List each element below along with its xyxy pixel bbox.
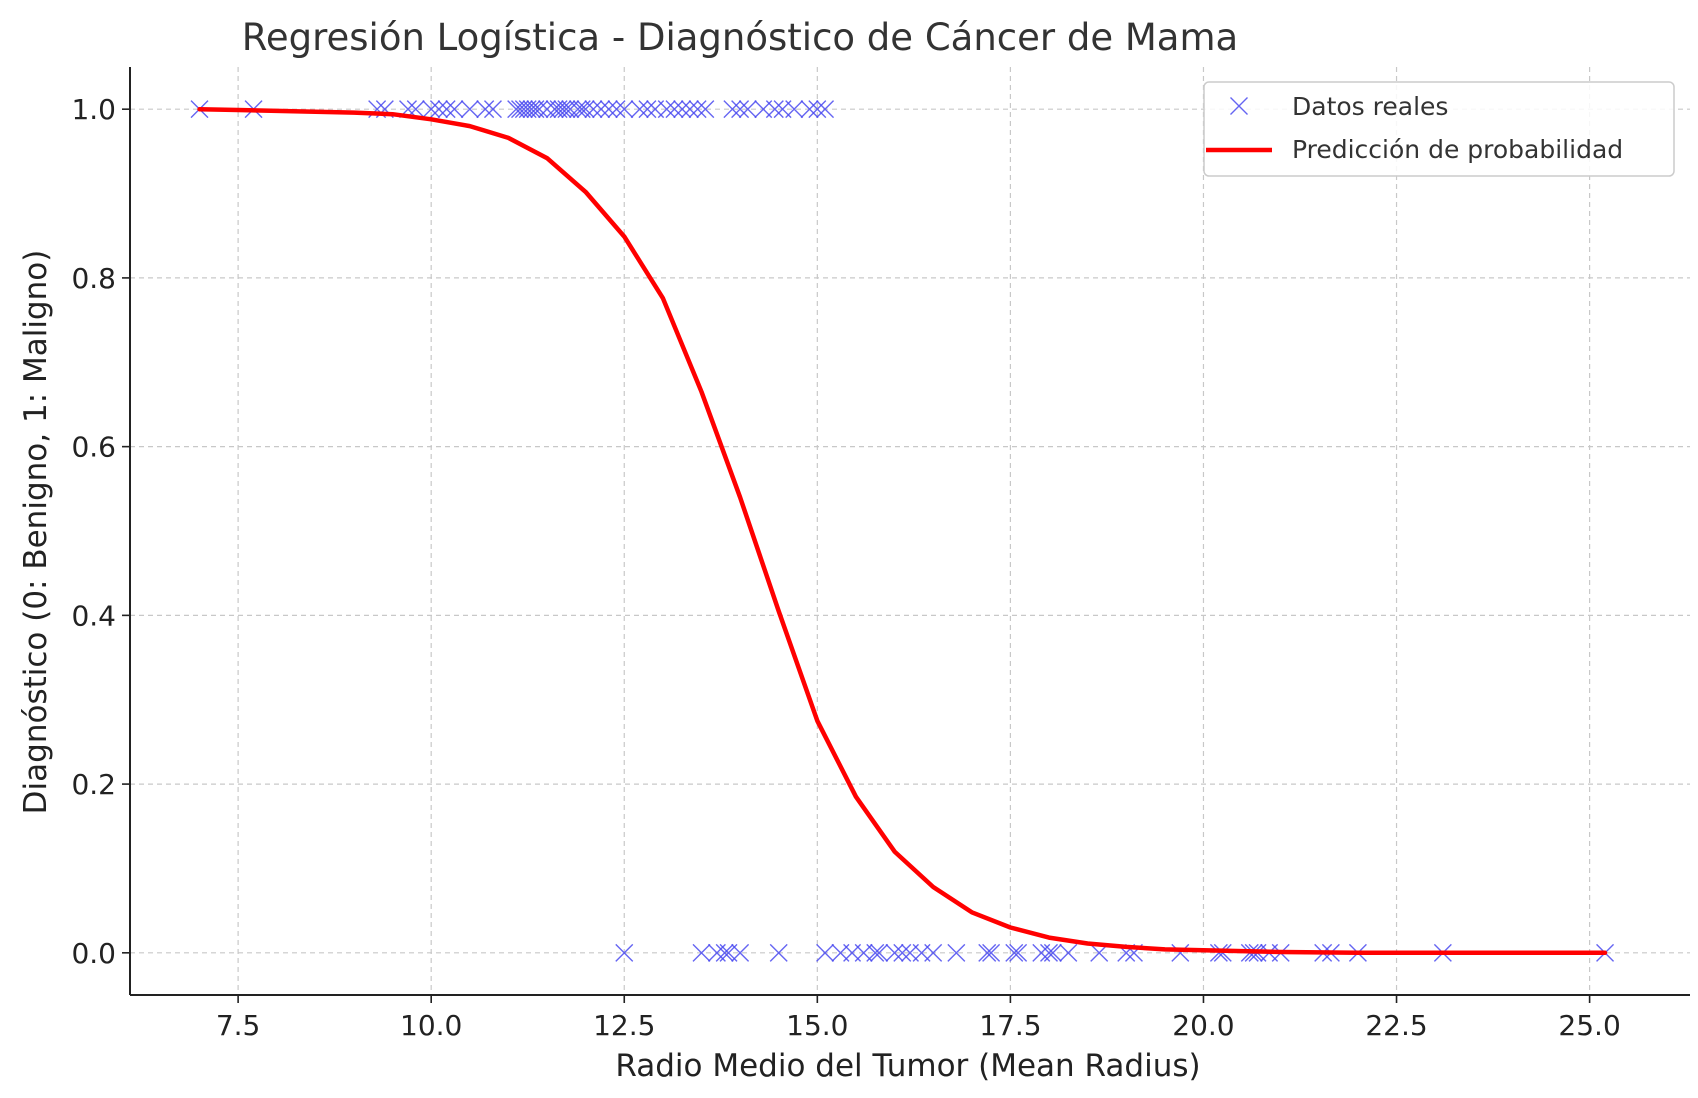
y-tick-label: 0.0	[71, 937, 116, 970]
data-point	[599, 100, 618, 119]
x-tick-label: 20.0	[1172, 1009, 1234, 1042]
legend: Datos reales Predicción de probabilidad	[1203, 81, 1675, 177]
data-point	[885, 943, 904, 962]
data-point	[607, 100, 626, 119]
x-tick-label: 15.0	[786, 1009, 848, 1042]
data-point	[437, 100, 456, 119]
data-point	[947, 943, 966, 962]
data-point	[1059, 943, 1078, 962]
data-point	[665, 100, 684, 119]
data-point	[630, 100, 649, 119]
x-tick-label: 22.5	[1365, 1009, 1427, 1042]
x-tick-label: 12.5	[593, 1009, 655, 1042]
data-point	[808, 100, 827, 119]
legend-label-datos-reales: Datos reales	[1292, 92, 1448, 121]
x-tick-label: 10.0	[400, 1009, 462, 1042]
data-point	[476, 100, 495, 119]
legend-marker-x-icon	[1230, 97, 1248, 115]
data-point	[680, 100, 699, 119]
data-point	[893, 943, 912, 962]
data-point	[615, 100, 634, 119]
data-point	[422, 100, 441, 119]
data-point	[530, 100, 549, 119]
data-point	[638, 100, 657, 119]
data-point	[688, 100, 707, 119]
x-tick-label: 17.5	[979, 1009, 1041, 1042]
y-tick-label: 0.4	[71, 599, 116, 632]
x-axis-label: Radio Medio del Tumor (Mean Radius)	[615, 1048, 1200, 1084]
data-point	[982, 943, 1001, 962]
data-point	[785, 100, 804, 119]
y-axis-label: Diagnóstico (0: Benigno, 1: Maligno)	[18, 250, 54, 815]
data-point	[592, 100, 611, 119]
data-point	[870, 943, 889, 962]
data-point	[800, 100, 819, 119]
data-point	[576, 100, 595, 119]
data-point	[1009, 943, 1028, 962]
data-point	[460, 100, 479, 119]
data-point	[816, 943, 835, 962]
data-point	[615, 943, 634, 962]
data-point	[445, 100, 464, 119]
data-point	[553, 100, 572, 119]
y-tick-label: 0.6	[71, 431, 116, 464]
data-point	[731, 943, 750, 962]
data-point	[429, 100, 448, 119]
data-point	[1005, 943, 1024, 962]
data-point	[924, 943, 943, 962]
data-point	[816, 100, 835, 119]
data-point	[1040, 943, 1059, 962]
data-point	[584, 100, 603, 119]
data-point	[769, 943, 788, 962]
probability-curve	[197, 106, 1608, 956]
data-point	[657, 100, 676, 119]
plot-area	[190, 100, 1615, 962]
data-point	[738, 100, 757, 119]
y-tick-label: 1.0	[71, 93, 116, 126]
data-point	[1043, 943, 1062, 962]
data-point	[723, 100, 742, 119]
y-tick-label: 0.2	[71, 768, 116, 801]
data-point	[866, 943, 885, 962]
y-axis-ticks: 0.0 0.2 0.4 0.6 0.8 1.0	[71, 93, 130, 970]
x-axis-ticks: 7.5 10.0 12.5 15.0 17.5 20.0 22.5 25.0	[216, 995, 1621, 1042]
data-point	[483, 100, 502, 119]
data-point	[731, 100, 750, 119]
data-point	[978, 943, 997, 962]
data-point	[1171, 943, 1190, 962]
data-point	[692, 943, 711, 962]
x-tick-label: 25.0	[1558, 1009, 1620, 1042]
legend-box	[1203, 81, 1675, 177]
data-point	[696, 100, 715, 119]
grid	[130, 67, 1690, 995]
data-point	[715, 943, 734, 962]
chart-title: Regresión Logística - Diagnóstico de Cán…	[242, 16, 1238, 59]
data-point	[568, 100, 587, 119]
y-tick-label: 0.8	[71, 262, 116, 295]
x-tick-label: 7.5	[216, 1009, 261, 1042]
legend-x-mark	[1230, 97, 1248, 115]
data-point	[673, 100, 692, 119]
data-point	[522, 100, 541, 119]
legend-label-prediccion: Predicción de probabilidad	[1292, 135, 1623, 164]
data-point	[765, 100, 784, 119]
